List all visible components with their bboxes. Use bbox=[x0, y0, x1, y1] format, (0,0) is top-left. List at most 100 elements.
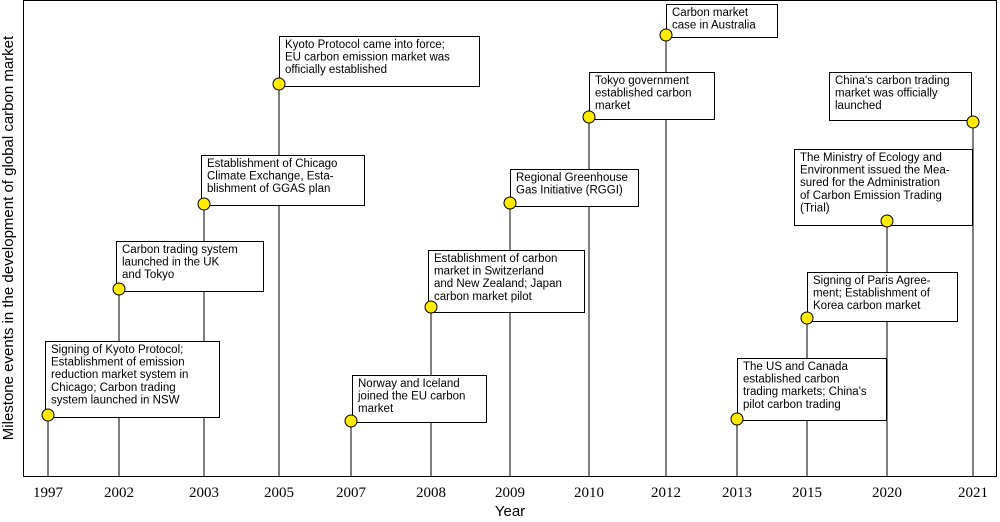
x-tick-label: 2013 bbox=[722, 485, 752, 501]
annotation-line: Gas Initiative (RGGI) bbox=[516, 185, 623, 197]
annotation-box-2002 bbox=[116, 241, 264, 292]
x-axis-ticks: 1997 2002 2003 2005 2007 2008 2009 2010 2012 2013… bbox=[33, 485, 988, 501]
annotation-line: market bbox=[595, 100, 631, 112]
event-marker-1997 bbox=[41, 408, 55, 422]
annotation-line: Environment issued the Mea- bbox=[800, 165, 950, 177]
annotation-line: sured for the Administration bbox=[800, 177, 940, 189]
annotation-line: system launched in NSW bbox=[51, 394, 180, 406]
annotation-line: Carbon trading system bbox=[122, 244, 238, 256]
annotation-box-2013 bbox=[737, 358, 887, 421]
x-tick-label: 2012 bbox=[651, 485, 681, 501]
annotation-line: Regional Greenhouse bbox=[516, 172, 628, 184]
annotation-line: Establishment of carbon bbox=[434, 253, 557, 265]
annotation-line: joined the EU carbon bbox=[357, 391, 465, 403]
event-marker-2015 bbox=[800, 311, 814, 325]
annotation-line: established carbon bbox=[743, 374, 840, 386]
annotation-line: EU carbon emission market was bbox=[285, 52, 450, 64]
x-tick-label: 2020 bbox=[872, 485, 902, 501]
event-marker-2008 bbox=[424, 300, 438, 314]
annotation-box-2008 bbox=[428, 250, 585, 313]
annotation-line: The Ministry of Ecology and bbox=[800, 152, 942, 164]
x-tick-label: 2008 bbox=[416, 485, 446, 501]
x-tick-label: 2015 bbox=[792, 485, 822, 501]
annotation-box-2015 bbox=[807, 272, 958, 322]
annotation-line: market in Switzerland bbox=[434, 266, 544, 278]
annotation-box-2009 bbox=[510, 169, 639, 207]
annotation-box-2010 bbox=[589, 72, 715, 120]
annotation-line: China's carbon trading bbox=[835, 75, 950, 87]
annotation-2005: Kyoto Protocol came into force;EU carbon… bbox=[279, 36, 480, 87]
event-marker-2003 bbox=[197, 197, 211, 211]
x-tick-label: 2021 bbox=[958, 485, 988, 501]
event-marker-2005 bbox=[272, 77, 286, 91]
x-tick-label: 2010 bbox=[574, 485, 604, 501]
event-marker-2002 bbox=[112, 282, 126, 296]
annotation-line: market bbox=[358, 403, 394, 415]
annotation-line: carbon market pilot bbox=[434, 291, 533, 303]
annotation-line: of Carbon Emission Trading bbox=[800, 190, 942, 202]
event-marker-2020 bbox=[880, 214, 894, 228]
annotation-line: Climate Exchange, Esta- bbox=[207, 171, 334, 183]
x-tick-label: 1997 bbox=[33, 485, 64, 501]
x-tick-label: 2007 bbox=[336, 485, 367, 501]
event-marker-2009 bbox=[503, 196, 517, 210]
annotation-line: Signing of Kyoto Protocol; bbox=[51, 344, 183, 356]
annotation-line: case in Australia bbox=[672, 20, 756, 32]
event-marker-2021 bbox=[966, 115, 980, 129]
x-axis-title: Year bbox=[495, 503, 525, 520]
annotation-box-2012 bbox=[666, 4, 778, 38]
annotation-line: Establishment of emission bbox=[51, 357, 185, 369]
x-tick-label: 2002 bbox=[104, 485, 134, 501]
annotation-1997: Signing of Kyoto Protocol;Establishment … bbox=[45, 341, 220, 418]
annotation-line: reduction market system in bbox=[51, 369, 188, 381]
event-marker-2007 bbox=[344, 414, 358, 428]
annotation-line: Kyoto Protocol came into force; bbox=[285, 39, 445, 51]
annotation-line: trading markets; China's bbox=[743, 386, 867, 398]
annotation-line: ment; Establishment of bbox=[813, 288, 931, 300]
annotation-line: established carbon bbox=[595, 88, 692, 100]
annotation-line: and New Zealand; Japan bbox=[434, 278, 562, 290]
annotation-box-2020 bbox=[794, 149, 973, 226]
annotation-line: Chicago; Carbon trading bbox=[51, 382, 176, 394]
annotation-line: Establishment of Chicago bbox=[207, 158, 337, 170]
annotation-line: Signing of Paris Agree- bbox=[813, 275, 931, 287]
annotation-line: launched in the UK bbox=[122, 257, 220, 269]
event-marker-2012 bbox=[659, 28, 673, 42]
annotation-line: Carbon market bbox=[672, 7, 749, 19]
annotation-2015: Signing of Paris Agree-ment; Establishme… bbox=[807, 272, 958, 322]
annotation-line: Tokyo government bbox=[595, 75, 690, 87]
annotation-line: (Trial) bbox=[800, 202, 830, 214]
event-marker-2010 bbox=[582, 110, 596, 124]
annotation-line: and Tokyo bbox=[122, 269, 174, 281]
event-annotations: Signing of Kyoto Protocol;Establishment … bbox=[45, 4, 973, 423]
annotation-line: blishment of GGAS plan bbox=[207, 183, 330, 195]
annotation-line: market was officially bbox=[835, 88, 938, 100]
y-axis-title: Milestone events in the development of g… bbox=[0, 35, 17, 440]
x-tick-label: 2005 bbox=[264, 485, 294, 501]
event-marker-2013 bbox=[730, 412, 744, 426]
annotation-line: Korea carbon market bbox=[813, 300, 921, 312]
x-tick-label: 2003 bbox=[189, 485, 219, 501]
annotation-line: pilot carbon trading bbox=[743, 399, 841, 411]
annotation-box-2021 bbox=[829, 72, 972, 121]
annotation-line: Norway and Iceland bbox=[358, 378, 460, 390]
annotation-box-2003 bbox=[201, 155, 365, 206]
annotation-box-1997 bbox=[45, 341, 220, 418]
annotation-line: launched bbox=[835, 100, 882, 112]
annotation-box-2005 bbox=[279, 36, 480, 87]
event-markers bbox=[41, 28, 980, 428]
annotation-line: The US and Canada bbox=[743, 361, 848, 373]
x-tick-label: 2009 bbox=[495, 485, 525, 501]
annotation-line: officially established bbox=[285, 64, 387, 76]
